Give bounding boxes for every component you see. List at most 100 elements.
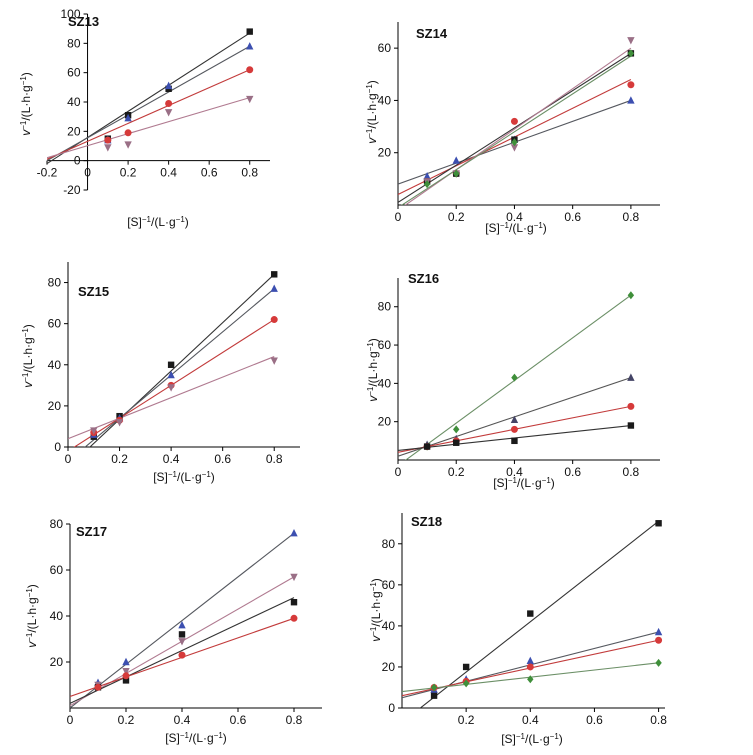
y-tick-label: 60: [67, 66, 81, 80]
y-axis-label: v−1/(L·h·g−1): [365, 80, 380, 144]
data-point-pink: [270, 357, 278, 365]
data-point-green: [655, 658, 662, 667]
chart-title: SZ16: [408, 271, 439, 286]
x-tick-label: 0.4: [174, 713, 191, 727]
x-axis-label-part: −1: [508, 476, 518, 485]
x-tick-label: 0.6: [201, 166, 218, 180]
x-axis-label-part: ): [211, 470, 215, 484]
x-axis-label-part: −1: [214, 731, 224, 740]
data-point-red: [655, 636, 663, 644]
data-point-blue: [654, 627, 663, 636]
y-axis-label-part: v: [369, 635, 383, 642]
fit-line-blue: [47, 45, 250, 162]
y-axis-label-part: /(L·h·g: [25, 597, 39, 632]
y-tick-label: 20: [382, 660, 396, 674]
data-point-pink: [115, 419, 124, 427]
y-tick-label: 20: [50, 655, 64, 669]
fit-lines: [70, 532, 295, 708]
y-axis-label: v−1/(L·h·g−1): [19, 72, 34, 136]
x-tick-label: 0.6: [214, 452, 231, 466]
chart-panel-sz15: 0 0.2 0.4 0.6 0.8020406080SZ15[S]−1/(L·g−1)v…: [21, 262, 300, 485]
y-tick-label: 40: [378, 93, 392, 107]
data-point-blue: [122, 657, 130, 666]
y-tick-label: 60: [382, 578, 396, 592]
fit-lines: [398, 47, 632, 205]
data-point-gray: [510, 415, 519, 423]
y-axis-label-part: ): [25, 584, 39, 588]
x-tick-label: -0.2: [37, 166, 58, 180]
y-tick-label: 40: [382, 619, 396, 633]
data-point-black: [122, 677, 130, 684]
y-axis-label-part: −1: [25, 632, 34, 642]
data-point-pink: [510, 144, 519, 152]
y-axis-label-part: −1: [21, 328, 30, 338]
data-point-green: [511, 138, 518, 147]
y-axis-label-part: −1: [365, 84, 374, 94]
y-axis-label-part: −1: [366, 386, 375, 396]
y-axis-label-part: −1: [369, 582, 378, 592]
data-point-red: [124, 129, 132, 137]
x-axis-label: [S]−1/(L·g−1): [501, 732, 563, 747]
data-point-blue: [627, 96, 635, 104]
data-point-black: [178, 631, 186, 638]
x-axis-label-part: [S]: [153, 470, 168, 484]
data-point-blue: [290, 529, 298, 537]
x-tick-label: 0: [67, 713, 74, 727]
y-tick-label: 80: [382, 537, 396, 551]
x-axis-label-part: [S]: [127, 215, 142, 229]
x-tick-label: 0.8: [623, 210, 640, 224]
y-axis-label: v−1/(L·h·g−1): [25, 584, 40, 648]
data-point-red: [165, 99, 173, 107]
data-point-blue: [246, 42, 254, 50]
data-point-green: [430, 683, 438, 692]
data-point-pink: [122, 668, 130, 676]
chart-panel-sz18: 0.2 0.4 0.6 0.8020406080SZ18[S]−1/(L·g−1)v−…: [369, 513, 667, 747]
y-axis-label-part: −1: [19, 120, 28, 130]
x-tick-label: 0.8: [241, 166, 258, 180]
x-axis-label: [S]−1/(L·g−1): [153, 470, 215, 485]
x-axis-label-part: ): [185, 215, 189, 229]
x-axis-label-part: −1: [168, 470, 178, 479]
fit-lines: [47, 32, 251, 165]
data-point-pink: [124, 141, 132, 149]
y-tick-label: 40: [48, 358, 62, 372]
x-tick-label: 0.2: [448, 210, 465, 224]
x-tick-label: 0: [84, 166, 91, 180]
x-tick-label: 0: [395, 465, 402, 479]
x-axis-label-part: /(L·g: [177, 470, 202, 484]
x-tick-label: 0.6: [564, 465, 581, 479]
x-axis-label-part: −1: [202, 470, 212, 479]
data-point-red: [246, 66, 254, 74]
y-axis-label-part: v: [365, 137, 379, 144]
y-tick-label: 60: [378, 338, 392, 352]
x-axis-label-part: /(L·g: [517, 476, 542, 490]
y-axis-label-part: −1: [369, 626, 378, 636]
data-point-black: [527, 610, 534, 617]
fit-line-blue: [70, 532, 295, 708]
data-point-green: [627, 291, 635, 300]
data-point-black: [462, 663, 470, 671]
fit-line-pink: [47, 97, 250, 159]
data-point-blue: [167, 370, 175, 379]
x-tick-label: 0.4: [522, 713, 539, 727]
x-tick-label: 0: [65, 452, 72, 466]
data-point-gray: [627, 373, 635, 381]
x-axis-label: [S]−1/(L·g−1): [127, 215, 189, 230]
y-tick-label: 20: [48, 399, 62, 413]
x-axis-label-part: ): [559, 732, 563, 746]
chart-title: SZ13: [68, 14, 99, 29]
data-point-black: [627, 422, 635, 429]
y-axis-label-part: ): [369, 578, 383, 582]
data-point-red: [104, 136, 112, 144]
data-point-red: [510, 117, 518, 125]
data-point-red: [270, 316, 278, 324]
y-tick-label: 80: [48, 276, 62, 290]
chart-panel-sz16: 0 0.2 0.4 0.6 0.820406080SZ16[S]−1/(L·g−1)v−…: [366, 271, 660, 490]
data-point-blue: [178, 621, 186, 629]
data-point-pink: [104, 144, 112, 152]
data-point-green: [627, 49, 635, 58]
x-axis-label-part: ): [223, 731, 227, 745]
data-point-green: [511, 373, 518, 382]
fit-line-black: [70, 597, 295, 704]
x-tick-label: 0: [395, 210, 402, 224]
